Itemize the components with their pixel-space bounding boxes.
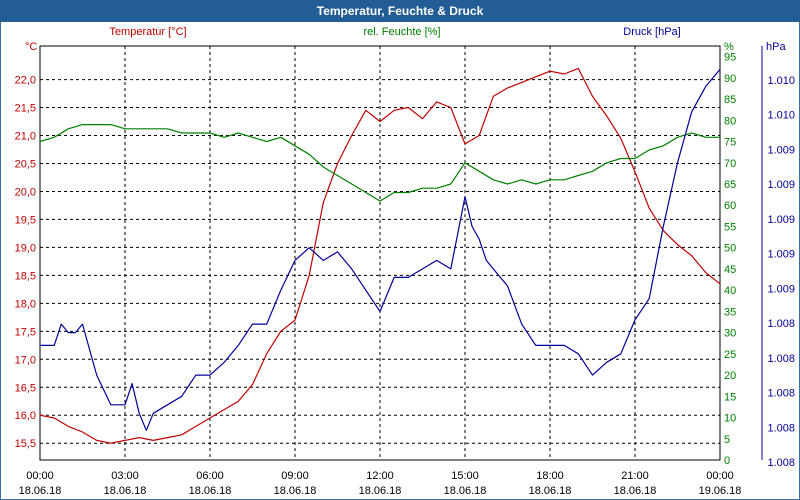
x-tick-time: 18:00 [536, 470, 564, 482]
temperature-tick-label: 20,5 [15, 158, 36, 170]
plot-frame [39, 45, 763, 461]
temperature-tick-label: 19,5 [15, 214, 36, 226]
humidity-tick-label: 55 [724, 221, 736, 233]
x-tick-date: 18.06.18 [359, 485, 402, 497]
humidity-line [39, 123, 720, 202]
temperature-tick-label: 21,5 [15, 103, 36, 115]
pressure-line [40, 69, 721, 431]
x-tick-time: 15:00 [451, 470, 479, 482]
x-tick-date: 19.06.18 [699, 485, 742, 497]
x-tick-time: 12:00 [366, 470, 394, 482]
humidity-tick-label: 45 [724, 264, 736, 276]
x-tick-date: 18.06.18 [614, 485, 657, 497]
humidity-tick-label: 20 [724, 370, 736, 382]
humidity-tick-label: 40 [724, 285, 736, 297]
temperature-tick-label: 22,0 [15, 75, 36, 87]
temperature-tick-label: 17,0 [15, 354, 36, 366]
pressure-tick-label: 1.008 [767, 457, 795, 469]
humidity-tick-label: 50 [724, 243, 736, 255]
humidity-tick-label: 75 [724, 137, 736, 149]
temperature-tick-label: 16,5 [15, 382, 36, 394]
humidity-tick-label: 95 [724, 52, 736, 64]
x-tick-date: 18.06.18 [104, 485, 147, 497]
temperature-tick-label: 17,5 [15, 326, 36, 338]
x-tick-date: 18.06.18 [19, 485, 62, 497]
humidity-tick-label: 35 [724, 306, 736, 318]
temperature-line [39, 67, 721, 444]
pressure-tick-label: 1.009 [767, 214, 795, 226]
humidity-tick-label: 25 [724, 349, 736, 361]
humidity-tick-label: 30 [724, 328, 736, 340]
temperature-tick-label: 21,0 [15, 131, 36, 143]
pressure-tick-label: 1.010 [767, 75, 795, 87]
plot-border [39, 45, 721, 461]
humidity-tick-label: 0 [724, 455, 730, 467]
humidity-tick-label: 85 [724, 94, 736, 106]
chart-title: Temperatur, Feuchte & Druck [0, 0, 800, 22]
pressure-tick-label: 1.009 [767, 283, 795, 295]
humidity-tick-label: 15 [724, 391, 736, 403]
pressure-tick-label: 1.009 [767, 249, 795, 261]
pressure-tick-label: 1.009 [767, 179, 795, 191]
series-label: Temperatur [°C] [109, 26, 186, 38]
temperature-tick-label: 16,0 [15, 410, 36, 422]
humidity-tick-label: 65 [724, 179, 736, 191]
humidity-unit: % [724, 41, 734, 53]
pressure-tick-label: 1.008 [767, 422, 795, 434]
x-tick-time: 00:00 [26, 470, 54, 482]
grid-lines [40, 46, 720, 460]
temperature-tick-label: 18,5 [15, 270, 36, 282]
pressure-tick-label: 1.008 [767, 353, 795, 365]
x-tick-date: 18.06.18 [529, 485, 572, 497]
x-tick-time: 09:00 [281, 470, 309, 482]
x-tick-date: 18.06.18 [444, 485, 487, 497]
pressure-unit: hPa [766, 41, 786, 53]
x-tick-time: 03:00 [111, 470, 139, 482]
humidity-tick-label: 10 [724, 413, 736, 425]
temperature-unit: °C [25, 41, 37, 53]
humidity-tick-label: 5 [724, 434, 730, 446]
axis-ticks: °C 15,5 16,0 16,5 17,0 17,5 18,0 18,5 19,0 19,5 20… [15, 41, 795, 497]
x-tick-time: 06:00 [196, 470, 224, 482]
humidity-tick-label: 60 [724, 200, 736, 212]
pressure-tick-label: 1.008 [767, 388, 795, 400]
pressure-tick-label: 1.009 [767, 144, 795, 156]
humidity-tick-label: 80 [724, 115, 736, 127]
temperature-tick-label: 15,5 [15, 438, 36, 450]
series-labels: Temperatur [°C] rel. Feuchte [%] Druck [hP… [109, 26, 680, 38]
x-tick-time: 00:00 [706, 470, 734, 482]
temperature-tick-label: 20,0 [15, 186, 36, 198]
series-lines [39, 67, 721, 444]
series-label: Druck [hPa] [623, 26, 680, 38]
pressure-tick-label: 1.008 [767, 318, 795, 330]
temperature-tick-label: 18,0 [15, 298, 36, 310]
series-label: rel. Feuchte [%] [363, 26, 440, 38]
temperature-tick-label: 19,0 [15, 242, 36, 254]
x-tick-date: 18.06.18 [189, 485, 232, 497]
humidity-tick-label: 90 [724, 73, 736, 85]
pressure-tick-label: 1.010 [767, 110, 795, 122]
humidity-tick-label: 70 [724, 158, 736, 170]
x-tick-time: 21:00 [621, 470, 649, 482]
x-tick-date: 18.06.18 [274, 485, 317, 497]
